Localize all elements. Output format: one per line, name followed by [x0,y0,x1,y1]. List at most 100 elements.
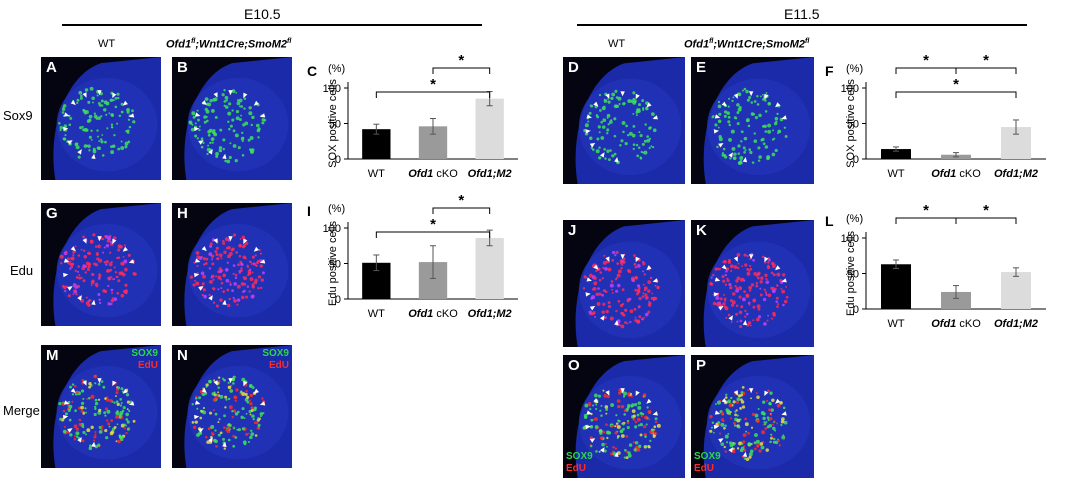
significance-bracket [432,207,491,214]
bar [475,237,504,299]
significance-star: * [430,76,436,93]
category-label: WT [887,318,904,330]
bar [881,149,911,159]
bar [1001,272,1031,309]
category-label: Ofd1 cKO [931,168,981,180]
significance-bracket [955,67,1017,74]
significance-bracket [375,231,491,238]
header-e115-line [577,24,1027,26]
panel-P: P SOX9 EdU [691,355,814,478]
category-label: Ofd1;M2 [994,318,1038,330]
significance-star: * [983,202,989,219]
y-tick-label: 100 [841,233,859,245]
panel-letter-B: B [177,59,188,76]
chart-ylabel: SOX positive cells [327,79,339,168]
significance-star: * [923,202,929,219]
chart-unit-label: (%) [846,213,863,225]
y-tick-label: 0 [853,154,859,166]
micrograph-image [172,345,292,468]
micrograph-image [691,220,814,347]
stain-sox9-label: SOX9 [566,451,593,462]
y-tick-label: 0 [335,294,341,306]
chart-C: C (%) SOX positive cells 0 50 100 WT Ofd1 cKO Of… [300,52,535,193]
category-label: Ofd1 cKO [408,308,458,320]
category-label: Ofd1 cKO [408,168,458,180]
micrograph-image [172,57,292,180]
stain-edu-label: EdU [138,360,158,371]
chart-unit-label: (%) [328,63,345,75]
micrograph-image [563,57,685,184]
category-label: Ofd1;M2 [994,168,1038,180]
stain-edu-label: EdU [694,463,714,474]
micrograph-image [172,203,292,326]
chart-F: F (%) SOX positive cells 0 50 100 WT Ofd1 cKO Of… [818,52,1063,193]
panel-K: K [691,220,814,347]
y-tick-label: 100 [841,83,859,95]
stain-sox9-label: SOX9 [262,348,289,359]
panel-M: M SOX9 EdU [41,345,161,468]
micrograph-image [691,57,814,184]
panel-B: B [172,57,292,180]
panel-G: G [41,203,161,326]
y-tick-label: 50 [329,259,341,271]
header-e105: E10.5 [244,6,281,22]
panel-letter-N: N [177,347,188,364]
chart-panel-letter: F [825,63,834,79]
panel-letter-M: M [46,347,59,364]
panel-letter-P: P [696,357,707,374]
chart-panel-letter: C [307,63,317,79]
y-tick-label: 0 [335,154,341,166]
micrograph-image [691,355,814,478]
y-tick-label: 0 [853,304,859,316]
stain-sox9-label: SOX9 [131,348,158,359]
chart-ylabel: Edu positive cells [327,221,339,306]
bar [881,264,911,309]
category-label: WT [887,168,904,180]
significance-star: * [458,52,464,69]
micrograph-image [563,355,685,478]
significance-star: * [953,76,959,93]
panel-letter-A: A [46,59,57,76]
panel-letter-D: D [568,59,579,76]
micrograph-image [563,220,685,347]
panel-H: H [172,203,292,326]
panel-letter-G: G [46,205,58,222]
chart-panel-letter: L [825,213,834,229]
y-tick-label: 50 [329,119,341,131]
y-tick-label: 50 [847,269,859,281]
chart-unit-label: (%) [328,203,345,215]
y-tick-label: 100 [323,223,341,235]
stain-edu-label: EdU [566,463,586,474]
stain-legend-O: SOX9 EdU [566,451,593,475]
chart-L: L (%) Edu positive cells 0 50 100 WT Ofd1 cKO Of… [818,202,1063,343]
significance-bracket [955,217,1017,224]
stain-edu-label: EdU [269,360,289,371]
chart-panel-letter: I [307,203,311,219]
y-tick-label: 50 [847,119,859,131]
panel-A: A [41,57,161,180]
panel-letter-O: O [568,357,580,374]
row-label-sox9: Sox9 [3,108,33,123]
panel-J: J [563,220,685,347]
genotype-mutant-right: Ofd1fl;Wnt1Cre;SmoM2fl [684,38,810,51]
significance-star: * [923,52,929,69]
panel-letter-H: H [177,205,188,222]
panel-letter-E: E [696,59,707,76]
panel-letter-K: K [696,222,707,239]
stain-legend-M: SOX9 EdU [131,348,158,372]
chart-ylabel: Edu positive cells [845,231,857,316]
panel-D: D [563,57,685,184]
micrograph-image [41,57,161,180]
category-label: WT [368,168,385,180]
bar [475,98,504,159]
significance-star: * [983,52,989,69]
stain-legend-P: SOX9 EdU [694,451,721,475]
genotype-wt-right: WT [608,38,626,50]
header-e105-line [62,24,482,26]
bar [941,291,971,309]
micrograph-image [41,203,161,326]
significance-bracket [375,91,491,98]
significance-star: * [430,216,436,233]
micrograph-image [41,345,161,468]
